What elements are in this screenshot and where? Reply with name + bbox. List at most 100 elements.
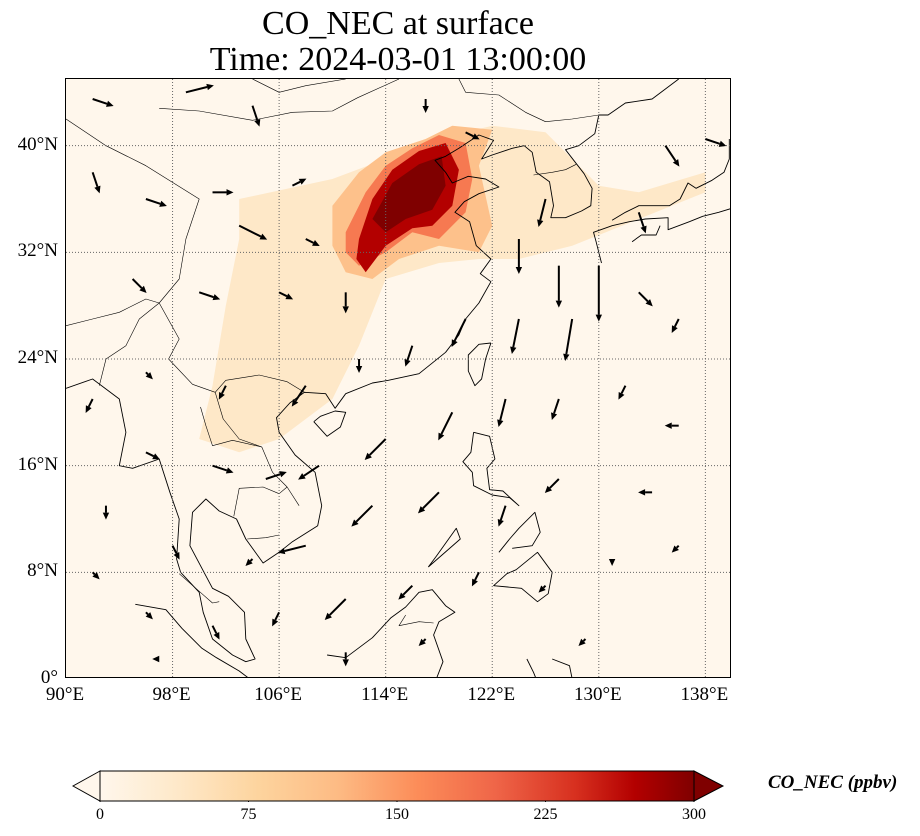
wind-vector-head [608, 559, 616, 566]
wind-vector-head [510, 346, 517, 354]
wind-vector-64 [342, 652, 349, 667]
wind-vector-shaft [171, 545, 178, 554]
wind-vector-shaft [355, 504, 374, 523]
wind-vector-head [259, 233, 268, 240]
wind-vector-shaft [499, 505, 507, 521]
wind-vector-13 [465, 131, 480, 140]
country-border-23 [66, 298, 160, 326]
wind-vector-shaft [303, 464, 320, 477]
lon-tick-label: 122°E [467, 684, 516, 705]
country-border-28 [252, 79, 346, 93]
wind-vector-28 [355, 359, 363, 373]
wind-vector-40 [551, 398, 560, 420]
wind-vector-head [139, 285, 147, 293]
wind-vector-head [417, 506, 426, 514]
colorbar-tick-label: 0 [96, 806, 104, 823]
wind-vector-head [537, 219, 544, 227]
wind-vector-shaft [328, 598, 347, 616]
country-border-27 [533, 164, 577, 176]
wind-vector-head [471, 133, 480, 140]
lon-tick-label: 138°E [680, 684, 729, 705]
coastline-0 [66, 134, 525, 663]
wind-vector-shaft [265, 473, 281, 480]
wind-vector-shaft [539, 198, 547, 221]
wind-vector-head [640, 225, 647, 234]
map-time-subtitle: Time: 2024-03-01 13:00:00 [209, 41, 587, 78]
wind-vector-head [298, 473, 306, 480]
wind-vector-21 [705, 138, 727, 147]
wind-vector-shaft [92, 98, 108, 105]
wind-vector-head [212, 294, 221, 301]
wind-vector-head [664, 422, 672, 429]
wind-vector-shaft [453, 318, 467, 342]
wind-vector-head [497, 519, 504, 527]
wind-vector-head [218, 391, 225, 400]
wind-vector-head [451, 339, 458, 347]
wind-vector-shaft [474, 571, 480, 581]
wind-vector-56 [324, 598, 347, 620]
coastline-12 [135, 603, 248, 677]
wind-vector-head [277, 547, 286, 555]
wind-vector-shaft [198, 291, 214, 299]
wind-vector-shaft [291, 180, 301, 187]
wind-vector-33 [145, 451, 160, 460]
wind-vector-19 [637, 212, 647, 234]
wind-vector-shaft [440, 411, 454, 435]
wind-vector-59 [538, 584, 547, 593]
wind-vector-44 [544, 478, 560, 493]
wind-vector-shaft [145, 371, 149, 376]
colorbar-gradient-bar [100, 771, 694, 801]
lat-tick-label: 40°N [17, 133, 58, 155]
wind-vector-head [618, 391, 625, 400]
wind-vector-58 [471, 571, 480, 587]
wind-vector-30 [218, 385, 227, 400]
wind-vector-39 [497, 398, 507, 427]
wind-vector-1 [185, 83, 214, 94]
map-canvas [66, 79, 730, 677]
wind-vector-shaft [278, 291, 288, 298]
wind-vector-15 [537, 198, 547, 227]
colorbar [72, 770, 725, 802]
wind-vector-11 [278, 291, 294, 300]
wind-vector-4 [145, 198, 167, 207]
wind-vector-49 [245, 558, 254, 566]
wind-vector-shaft [368, 438, 387, 456]
wind-vector-head [213, 631, 220, 640]
wind-vector-45 [497, 505, 507, 527]
wind-vector-shaft [249, 558, 254, 562]
wind-vector-48 [277, 544, 307, 555]
wind-vector-head [225, 467, 234, 474]
wind-vector-shaft [87, 398, 94, 408]
wind-vector-shaft [512, 318, 520, 348]
wind-vector-shaft [422, 638, 427, 642]
wind-vector-8 [305, 238, 320, 246]
coastline-9 [493, 551, 553, 603]
wind-vector-head [471, 578, 478, 587]
colorbar-extend-max [693, 770, 725, 802]
coastline-5 [467, 342, 492, 387]
country-border-18 [233, 486, 288, 517]
wind-vector-shaft [131, 278, 143, 289]
coastline-10 [427, 527, 461, 568]
wind-vector-head [245, 558, 253, 566]
wind-vector-shaft [422, 491, 440, 510]
colorbar-tick-label: 225 [533, 806, 558, 823]
wind-vector-20 [664, 145, 680, 167]
wind-vector-shaft [637, 212, 645, 228]
wind-vector-head [324, 612, 332, 620]
wind-vector-head [105, 100, 114, 107]
wind-vector-shaft [675, 544, 680, 549]
wind-vector-head [145, 612, 153, 620]
colorbar-tick-label: 150 [385, 806, 409, 823]
lat-tick-label: 24°N [17, 347, 58, 368]
concentration-region-4 [372, 156, 446, 233]
country-border-24 [66, 118, 200, 304]
wind-vector-27 [404, 345, 414, 367]
wind-vector-shaft [499, 398, 507, 421]
wind-vector-head [285, 293, 294, 300]
wind-vector-head [418, 638, 426, 646]
wind-vector-head [638, 489, 646, 496]
wind-vector-head [152, 453, 160, 460]
wind-vector-head [578, 638, 586, 646]
wind-vector-shaft [664, 145, 677, 162]
